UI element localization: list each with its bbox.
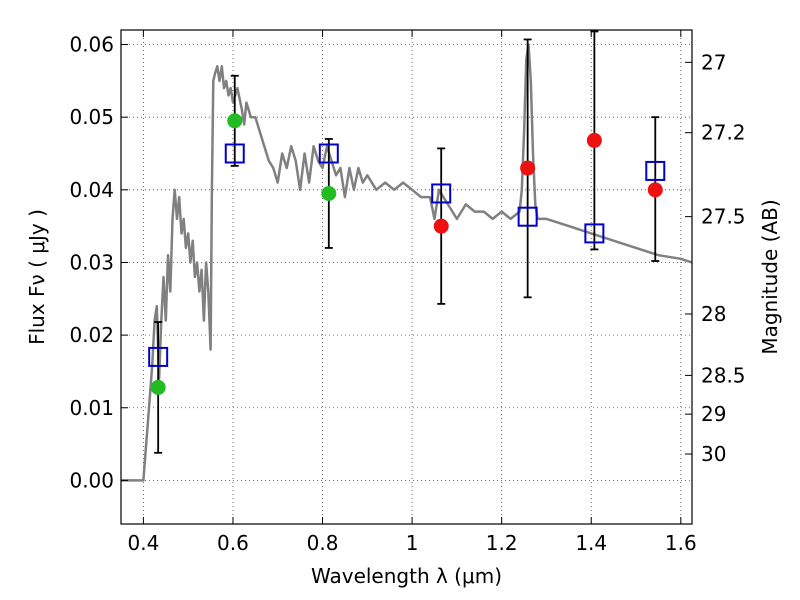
sed-model-layer [121,43,693,482]
y-axis-label: Flux Fν ( μJy ) [25,209,49,345]
sed-model-line [121,43,693,482]
y2-tick-label: 27.2 [701,121,746,145]
model-flux-box [517,206,538,227]
y-tick-label: 0.00 [69,468,114,492]
x-axis-label: Wavelength λ (μm) [311,564,502,588]
y-tick-label: 0.04 [69,178,114,202]
observed-point [433,218,449,234]
observed-point [227,113,243,129]
plot-frame [120,29,693,525]
y-axis-ticks: 0.00 0.01 0.02 0.03 0.04 0.05 0.06 [69,33,128,492]
model-flux-box [224,143,245,164]
x-tick-label: 1.6 [665,531,697,555]
y2-tick-label: 28 [701,302,726,326]
x-tick-label: 0.8 [307,531,339,555]
y2-tick-label: 28.5 [701,363,746,387]
y2-axis-ticks: 27 27.2 27.5 28 28.5 29 30 [685,50,746,466]
x-axis-ticks: 0.4 0.6 0.8 1 1.2 1.4 1.6 [127,30,697,555]
observed-point [321,185,337,201]
observed-point [647,182,663,198]
x-tick-label: 1.4 [575,531,607,555]
model-flux-boxes [148,143,666,367]
model-flux-box [431,183,452,204]
y2-axis-label: Magnitude (AB) [758,199,782,354]
model-flux-box [584,223,605,244]
x-tick-label: 0.4 [127,531,159,555]
observed-point [150,379,166,395]
y2-tick-label: 27 [701,50,726,74]
observed-point [520,160,536,176]
y-tick-label: 0.06 [69,33,114,57]
model-flux-box [645,160,666,181]
y2-tick-label: 27.5 [701,205,746,229]
y2-tick-label: 29 [701,402,726,426]
observed-points [150,113,663,395]
observed-point [586,132,602,148]
y2-tick-label: 30 [701,442,726,466]
model-flux-box [148,346,169,367]
x-tick-label: 1.2 [486,531,518,555]
y-tick-label: 0.05 [69,105,114,129]
y-tick-label: 0.03 [69,250,114,274]
x-tick-label: 1 [406,531,419,555]
x-tick-label: 0.6 [217,531,249,555]
y-tick-label: 0.02 [69,323,114,347]
model-flux-box [318,143,339,164]
y-tick-label: 0.01 [69,396,114,420]
